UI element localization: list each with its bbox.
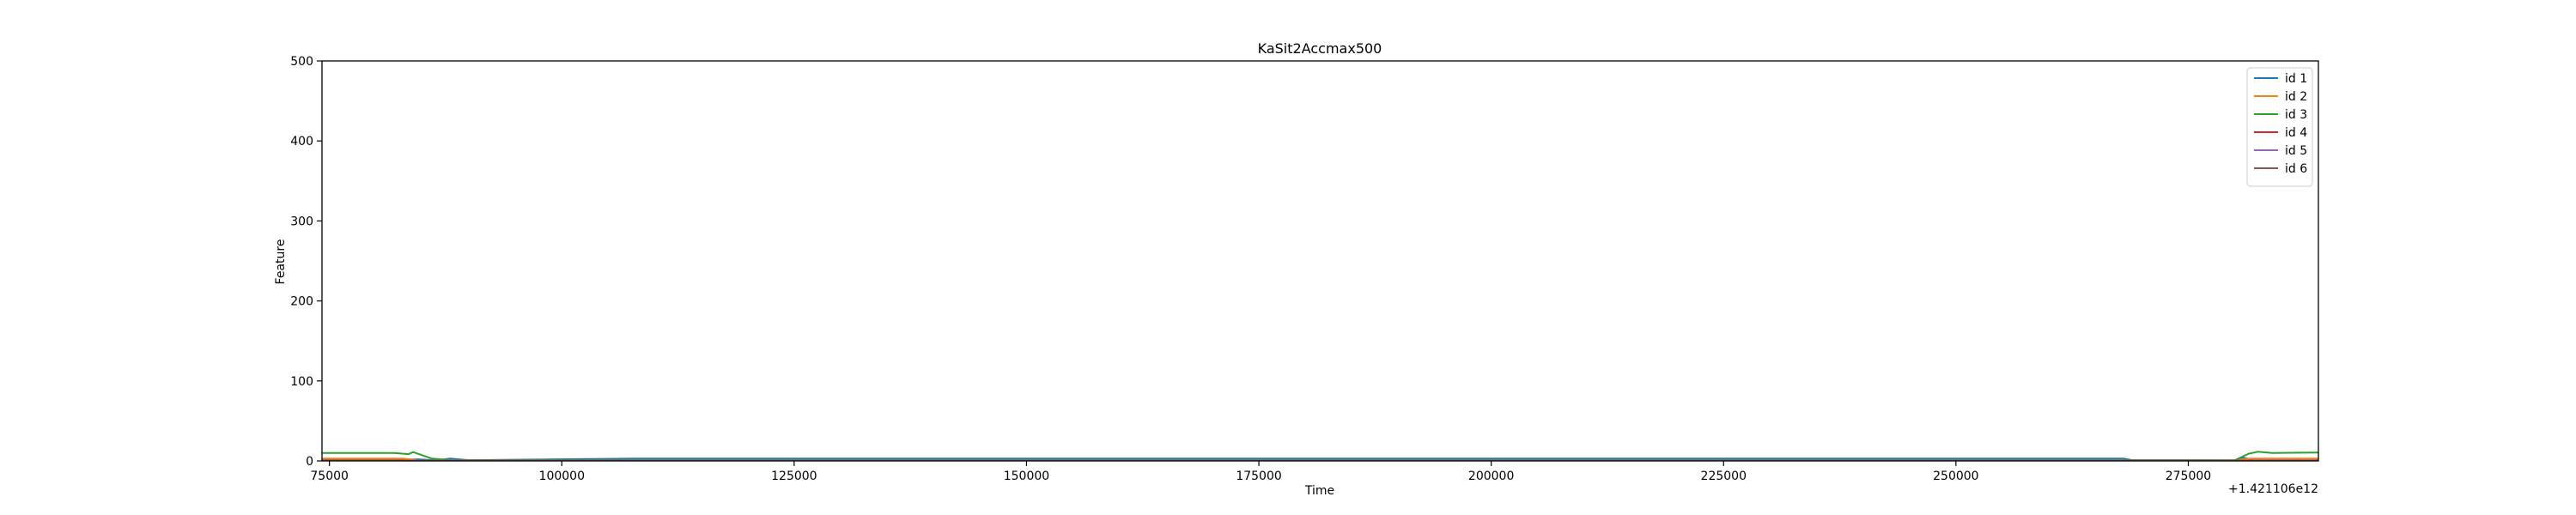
x-tick-label: 275000 — [2166, 470, 2211, 483]
x-tick-label: 225000 — [1701, 470, 1747, 483]
y-tick-label: 300 — [290, 215, 313, 228]
x-tick-label: 200000 — [1468, 470, 1514, 483]
legend-label: id 1 — [2285, 72, 2307, 86]
x-tick-label: 150000 — [1004, 470, 1049, 483]
x-tick-label: 250000 — [1933, 470, 1978, 483]
series-line-id-1 — [322, 457, 2318, 461]
y-tick-label: 400 — [290, 135, 313, 148]
chart-title: KaSit2Accmax500 — [1258, 40, 1382, 57]
legend: id 1 id 2 id 3 id 4 id 5 id 6 — [2246, 67, 2313, 187]
tick-layer: 75000 100000 125000 150000 175000 200000 22500… — [290, 55, 2211, 483]
x-tick-label: 175000 — [1236, 470, 1281, 483]
y-tick-label: 100 — [290, 375, 313, 389]
x-axis-label: Time — [1304, 484, 1334, 498]
y-tick-label: 200 — [290, 295, 313, 309]
y-tick-label: 500 — [290, 55, 313, 69]
legend-label: id 4 — [2285, 126, 2307, 140]
y-axis-label: Feature — [274, 239, 288, 285]
legend-label: id 3 — [2285, 108, 2307, 122]
legend-label: id 5 — [2285, 144, 2307, 158]
plot-frame — [321, 60, 2319, 462]
x-tick-label: 125000 — [771, 470, 817, 483]
legend-label: id 2 — [2285, 90, 2307, 104]
legend-box — [2246, 67, 2313, 187]
x-axis-offset-text: +1.421106e12 — [2228, 482, 2318, 496]
y-tick-label: 0 — [306, 455, 313, 469]
x-tick-label: 100000 — [539, 470, 585, 483]
x-tick-label: 75000 — [310, 470, 349, 483]
legend-label: id 6 — [2285, 162, 2307, 176]
